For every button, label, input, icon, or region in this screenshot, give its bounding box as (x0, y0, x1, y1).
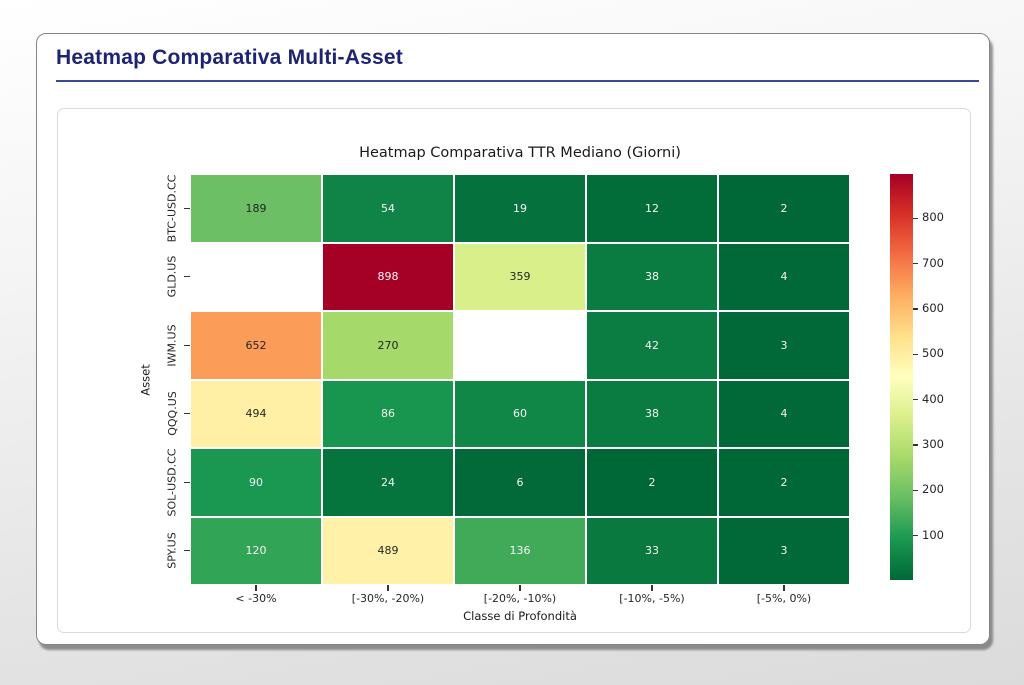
heatmap-cell (190, 242, 322, 311)
x-tick-mark (651, 585, 653, 591)
colorbar-tick-mark (913, 398, 918, 401)
report-card: Heatmap Comparativa Multi-Asset Heatmap … (36, 33, 990, 645)
heatmap-cell: 494 (190, 379, 322, 448)
colorbar-tick-mark (913, 263, 918, 265)
heatmap-cell: 652 (190, 311, 322, 380)
heatmap-cell: 38 (586, 379, 718, 448)
heatmap-cell: 12 (586, 174, 718, 243)
heatmap-cell: 2 (718, 174, 850, 243)
y-tick-mark (184, 550, 190, 552)
heatmap-cell: 42 (586, 311, 718, 380)
colorbar-tick-label: 600 (922, 301, 944, 316)
x-tick-label: [-20%, -10%) (483, 592, 557, 605)
heatmap-cell: 33 (586, 516, 718, 585)
heatmap-cell: 90 (190, 448, 322, 517)
colorbar-tick-label: 700 (922, 255, 944, 270)
title-divider (56, 80, 979, 82)
heatmap-cell: 86 (322, 379, 454, 448)
heatmap-cell: 2 (718, 448, 850, 517)
colorbar-tick-label: 400 (922, 391, 944, 406)
heatmap-cell: 54 (322, 174, 454, 243)
heatmap-cell: 38 (586, 242, 718, 311)
heatmap-cell: 189 (190, 174, 322, 243)
x-axis-label: Classe di Profondità (463, 609, 577, 623)
x-tick-label: < -30% (235, 592, 277, 605)
colorbar-tick-mark (913, 353, 918, 356)
heatmap-figure: Heatmap Comparativa TTR Mediano (Giorni)… (58, 109, 970, 632)
colorbar-tick-label: 800 (922, 210, 944, 225)
heatmap-cell: 120 (190, 516, 322, 585)
colorbar-ticks: 100 200 300 400 500 600 700 800 (58, 109, 970, 632)
heatmap-cell: 359 (454, 242, 586, 311)
heatmap-cell: 60 (454, 379, 586, 448)
heatmap-grid: 189 54 19 12 2 898 359 38 4 652 270 42 3 494 86 60 38 4 90… (190, 174, 850, 585)
colorbar-tick-label: 100 (922, 527, 944, 542)
colorbar-tick-mark (913, 308, 918, 310)
x-tick-mark (519, 585, 521, 591)
colorbar-tick-label: 200 (922, 482, 944, 497)
y-tick-mark (184, 481, 190, 483)
y-axis-ticks: BTC-USD.CC GLD.US IWM.US QQQ.US SOL-USD.CC SP… (58, 109, 970, 632)
y-tick-mark (184, 344, 190, 346)
heatmap-cell: 6 (454, 448, 586, 517)
x-tick-label: [-30%, -20%) (351, 592, 425, 605)
colorbar-tick-mark (913, 534, 918, 537)
heatmap-cell: 2 (586, 448, 718, 517)
x-axis-ticks: < -30% [-30%, -20%) [-20%, -10%) [-10%, -5%… (58, 109, 970, 632)
chart-title: Heatmap Comparativa TTR Mediano (Giorni) (359, 145, 681, 161)
heatmap-cell: 3 (718, 311, 850, 380)
x-tick-mark (255, 585, 257, 591)
y-tick-mark (184, 276, 190, 278)
colorbar-tick-mark (913, 217, 918, 220)
x-tick-mark (783, 585, 785, 591)
x-tick-label: [-5%, 0%) (756, 592, 812, 605)
page-title: Heatmap Comparativa Multi-Asset (56, 46, 403, 69)
y-tick-mark (184, 207, 190, 209)
heatmap-cell: 4 (718, 242, 850, 311)
chart-panel: Heatmap Comparativa TTR Mediano (Giorni)… (57, 108, 971, 633)
heatmap-cell: 19 (454, 174, 586, 243)
heatmap-cell: 3 (718, 516, 850, 585)
x-tick-mark (387, 585, 389, 591)
colorbar-tick-mark (913, 489, 918, 491)
heatmap-cell: 489 (322, 516, 454, 585)
heatmap-cell: 4 (718, 379, 850, 448)
heatmap-cell: 24 (322, 448, 454, 517)
heatmap-cell: 270 (322, 311, 454, 380)
heatmap-cell: 898 (322, 242, 454, 311)
colorbar-tick-label: 300 (922, 436, 944, 451)
colorbar-tick-mark (913, 444, 918, 446)
heatmap-cell: 136 (454, 516, 586, 585)
heatmap-cell (454, 311, 586, 380)
x-tick-label: [-10%, -5%) (619, 592, 685, 605)
colorbar (890, 174, 913, 580)
y-tick-mark (184, 413, 190, 415)
colorbar-tick-label: 500 (922, 346, 944, 361)
